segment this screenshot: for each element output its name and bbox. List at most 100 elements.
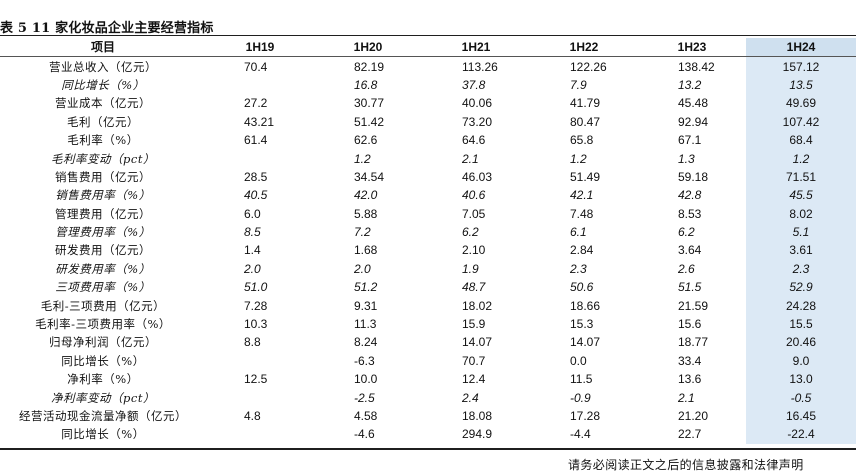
table-row: 销售费用率（%） 40.5 42.0 40.6 42.1 42.8 45.5 — [0, 186, 856, 205]
cell-1h23: 45.48 — [678, 96, 709, 111]
cell-1h24: 13.0 — [746, 370, 856, 389]
row-label: 管理费用（亿元） — [55, 206, 151, 221]
row-label: 销售费用率（%） — [55, 188, 151, 203]
cell-1h19: 4.8 — [244, 409, 261, 423]
cell-1h22: 2.3 — [570, 261, 587, 276]
cell-1h22: 2.84 — [570, 243, 594, 258]
cell-1h22: 42.1 — [570, 188, 594, 203]
cell-1h21: 40.6 — [462, 188, 486, 203]
cell-1h19: 43.21 — [244, 114, 275, 129]
cell-1h23: 3.64 — [678, 243, 702, 258]
header-row: 项目 1H19 1H20 1H21 1H22 1H23 1H24 — [0, 38, 856, 58]
cell-1h21: 1.9 — [462, 261, 479, 276]
cell-1h21: 70.7 — [462, 353, 486, 368]
table-row: 毛利率-三项费用率（%） 10.3 11.3 15.9 15.3 15.6 15.5 — [0, 314, 856, 334]
header-1h21: 1H21 — [422, 38, 530, 58]
cell-1h21: 64.6 — [462, 133, 486, 148]
cell-1h23: 33.4 — [678, 353, 702, 368]
table-row: 管理费用（亿元） 6.0 5.88 7.05 7.48 8.53 8.02 — [0, 204, 856, 223]
row-label: 管理费用率（%） — [55, 225, 151, 240]
cell-1h22: 80.47 — [570, 114, 601, 129]
table-row: 管理费用率（%） 8.5 7.2 6.2 6.1 6.2 5.1 — [0, 222, 856, 242]
row-label: 毛利率-三项费用率（%） — [35, 317, 171, 332]
cell-1h24: 71.51 — [746, 167, 856, 187]
cell-1h23: 51.5 — [678, 280, 702, 295]
cell-1h20: 16.8 — [354, 77, 378, 92]
cell-1h21: 18.08 — [462, 409, 493, 423]
table-row: 净利率（%） 12.5 10.0 12.4 11.5 13.6 13.0 — [0, 370, 856, 389]
table-row: 毛利率变动（pct） 1.2 2.1 1.2 1.3 1.2 — [0, 149, 856, 168]
row-label: 经营活动现金流量净额（亿元） — [19, 409, 187, 423]
cell-1h21: 12.4 — [462, 372, 486, 387]
cell-1h24: -0.5 — [746, 388, 856, 407]
cell-1h19: 12.5 — [244, 372, 268, 387]
row-label: 同比增长（%） — [61, 77, 145, 92]
header-1h23: 1H23 — [638, 38, 746, 58]
cell-1h19 — [206, 149, 314, 167]
cell-1h20: 7.2 — [354, 225, 371, 240]
row-label: 研发费用率（%） — [55, 261, 151, 276]
cell-1h21: 14.07 — [462, 335, 493, 350]
cell-1h20: -4.6 — [354, 427, 375, 442]
cell-1h20: 5.88 — [354, 206, 378, 221]
cell-1h22: 41.79 — [570, 96, 601, 111]
cell-1h19: 28.5 — [244, 169, 268, 184]
table-row: 营业总收入（亿元） 70.4 82.19 113.26 122.26 138.42 157.… — [0, 56, 856, 76]
row-label: 研发费用（亿元） — [55, 243, 151, 258]
cell-1h21: 2.10 — [462, 243, 486, 258]
cell-1h19: 70.4 — [244, 59, 268, 74]
cell-1h19: 7.28 — [244, 298, 268, 313]
cell-1h22: 65.8 — [570, 133, 594, 148]
bottom-rule — [0, 448, 856, 450]
row-label: 毛利（亿元） — [67, 114, 139, 129]
cell-1h20: 62.6 — [354, 133, 378, 148]
disclaimer-footer: 请务必阅读正文之后的信息披露和法律声明 — [568, 458, 804, 472]
cell-1h22: -4.4 — [570, 427, 591, 442]
cell-1h19: 6.0 — [244, 206, 261, 221]
indicator-table: 项目 1H19 1H20 1H21 1H22 1H23 1H24 营业总收入（亿… — [0, 38, 856, 444]
row-label: 净利率变动（pct） — [51, 390, 155, 405]
row-label: 净利率（%） — [67, 372, 139, 387]
table-row: 销售费用（亿元） 28.5 34.54 46.03 51.49 59.18 71.51 — [0, 167, 856, 187]
cell-1h20: -2.5 — [354, 390, 375, 405]
cell-1h21: 40.06 — [462, 96, 493, 111]
table-row: 经营活动现金流量净额（亿元） 4.8 4.58 18.08 17.28 21.20 16.4… — [0, 406, 856, 426]
cell-1h23: 15.6 — [678, 317, 702, 332]
cell-1h23: 18.77 — [678, 335, 709, 350]
cell-1h19 — [206, 76, 314, 94]
header-1h22: 1H22 — [530, 38, 638, 58]
cell-1h24: 157.12 — [746, 56, 856, 76]
cell-1h23: 138.42 — [678, 59, 715, 74]
row-label: 毛利率变动（pct） — [51, 151, 155, 166]
cell-1h21: 6.2 — [462, 225, 479, 240]
cell-1h21: 294.9 — [462, 427, 493, 442]
table-row: 毛利率（%） 61.4 62.6 64.6 65.8 67.1 68.4 — [0, 130, 856, 150]
cell-1h21: 46.03 — [462, 169, 493, 184]
table-title: 表 5 11 家化妆品企业主要经营指标 — [0, 21, 214, 36]
row-label: 三项费用率（%） — [55, 280, 151, 295]
header-1h20: 1H20 — [314, 38, 422, 58]
cell-1h23: 42.8 — [678, 188, 702, 203]
cell-1h23: 6.2 — [678, 225, 695, 240]
cell-1h22: 0.0 — [570, 353, 587, 368]
cell-1h19: 61.4 — [244, 133, 268, 148]
cell-1h20: 42.0 — [354, 188, 378, 203]
table-row: 毛利（亿元） 43.21 51.42 73.20 80.47 92.94 107.42 — [0, 112, 856, 131]
cell-1h20: 4.58 — [354, 409, 378, 423]
cell-1h19 — [206, 352, 314, 370]
cell-1h21: 48.7 — [462, 280, 486, 295]
cell-1h24: 20.46 — [746, 333, 856, 352]
cell-1h24: 15.5 — [746, 314, 856, 334]
cell-1h22: 17.28 — [570, 409, 601, 423]
top-rule — [0, 35, 856, 36]
cell-1h22: 1.2 — [570, 151, 587, 166]
row-label: 营业总收入（亿元） — [49, 59, 157, 74]
cell-1h24: 1.2 — [746, 149, 856, 168]
cell-1h21: 2.4 — [462, 390, 479, 405]
cell-1h24: 13.5 — [746, 75, 856, 95]
cell-1h20: 9.31 — [354, 298, 378, 313]
cell-1h20: 34.54 — [354, 169, 385, 184]
table-row: 同比增长（%） -4.6 294.9 -4.4 22.7 -22.4 — [0, 425, 856, 444]
cell-1h23: 13.2 — [678, 77, 702, 92]
cell-1h20: 8.24 — [354, 335, 378, 350]
